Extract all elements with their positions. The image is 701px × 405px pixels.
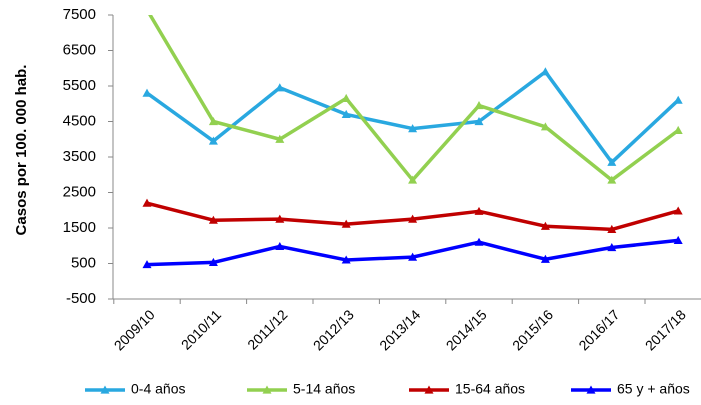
- legend-label: 65 y + años: [617, 381, 690, 397]
- y-tick-label: 4500: [63, 112, 96, 129]
- marker: [341, 219, 351, 228]
- marker: [208, 117, 218, 126]
- legend-marker: [586, 385, 596, 394]
- marker: [142, 260, 152, 269]
- legend-marker: [262, 385, 272, 394]
- marker: [275, 214, 285, 223]
- marker: [540, 122, 550, 131]
- marker: [607, 175, 617, 184]
- x-tick-label: 2010/11: [178, 306, 225, 353]
- marker: [341, 109, 351, 118]
- x-tick-label: 2014/15: [443, 306, 490, 353]
- marker: [208, 215, 218, 224]
- x-tick-label: 2016/17: [575, 306, 622, 353]
- series-line: [146, 238, 679, 267]
- legend-label: 15-64 años: [455, 381, 525, 397]
- marker: [607, 243, 617, 252]
- series-line: [148, 15, 680, 182]
- marker: [143, 5, 152, 13]
- marker: [408, 124, 418, 133]
- x-tick-label: 2017/18: [642, 306, 689, 353]
- y-tick-label: 500: [71, 254, 96, 271]
- marker: [275, 241, 285, 251]
- marker: [540, 254, 550, 263]
- marker: [540, 67, 550, 76]
- marker: [673, 95, 683, 104]
- marker: [474, 237, 484, 246]
- y-tick-label: 6500: [63, 41, 96, 58]
- marker: [275, 83, 285, 92]
- marker: [673, 235, 683, 245]
- marker: [408, 214, 418, 223]
- marker: [142, 88, 152, 97]
- x-tick-label: 2009/10: [111, 306, 158, 353]
- marker: [474, 101, 484, 110]
- legend-marker: [100, 385, 110, 394]
- marker: [341, 255, 351, 264]
- marker: [341, 93, 351, 103]
- y-tick-label: 2500: [63, 183, 96, 200]
- y-axis-title: Casos por 100. 000 hab.: [13, 65, 30, 236]
- marker: [673, 206, 683, 215]
- marker: [673, 125, 683, 134]
- marker: [607, 157, 617, 166]
- x-tick-label: 2013/14: [376, 306, 423, 353]
- y-tick-label: 1500: [63, 219, 96, 236]
- series-line: [145, 70, 680, 165]
- marker: [208, 257, 218, 267]
- x-tick-label: 2011/12: [244, 306, 291, 353]
- marker: [474, 206, 484, 215]
- legend-label: 0-4 años: [131, 381, 185, 397]
- marker: [275, 134, 285, 143]
- marker: [408, 252, 418, 261]
- y-tick-label: -500: [66, 290, 96, 307]
- y-tick-label: 3500: [63, 148, 96, 165]
- legend-label: 5-14 años: [293, 381, 355, 397]
- x-tick-label: 2015/16: [509, 306, 556, 353]
- y-tick-label: 5500: [63, 77, 96, 94]
- legend-marker: [424, 385, 434, 394]
- marker: [408, 175, 418, 184]
- marker: [474, 117, 484, 126]
- marker: [208, 136, 218, 145]
- x-tick-label: 2012/13: [310, 306, 357, 353]
- marker: [607, 224, 617, 234]
- y-tick-label: 7500: [63, 6, 96, 23]
- plot-area: [142, 5, 683, 269]
- marker: [540, 221, 550, 230]
- marker: [142, 198, 152, 207]
